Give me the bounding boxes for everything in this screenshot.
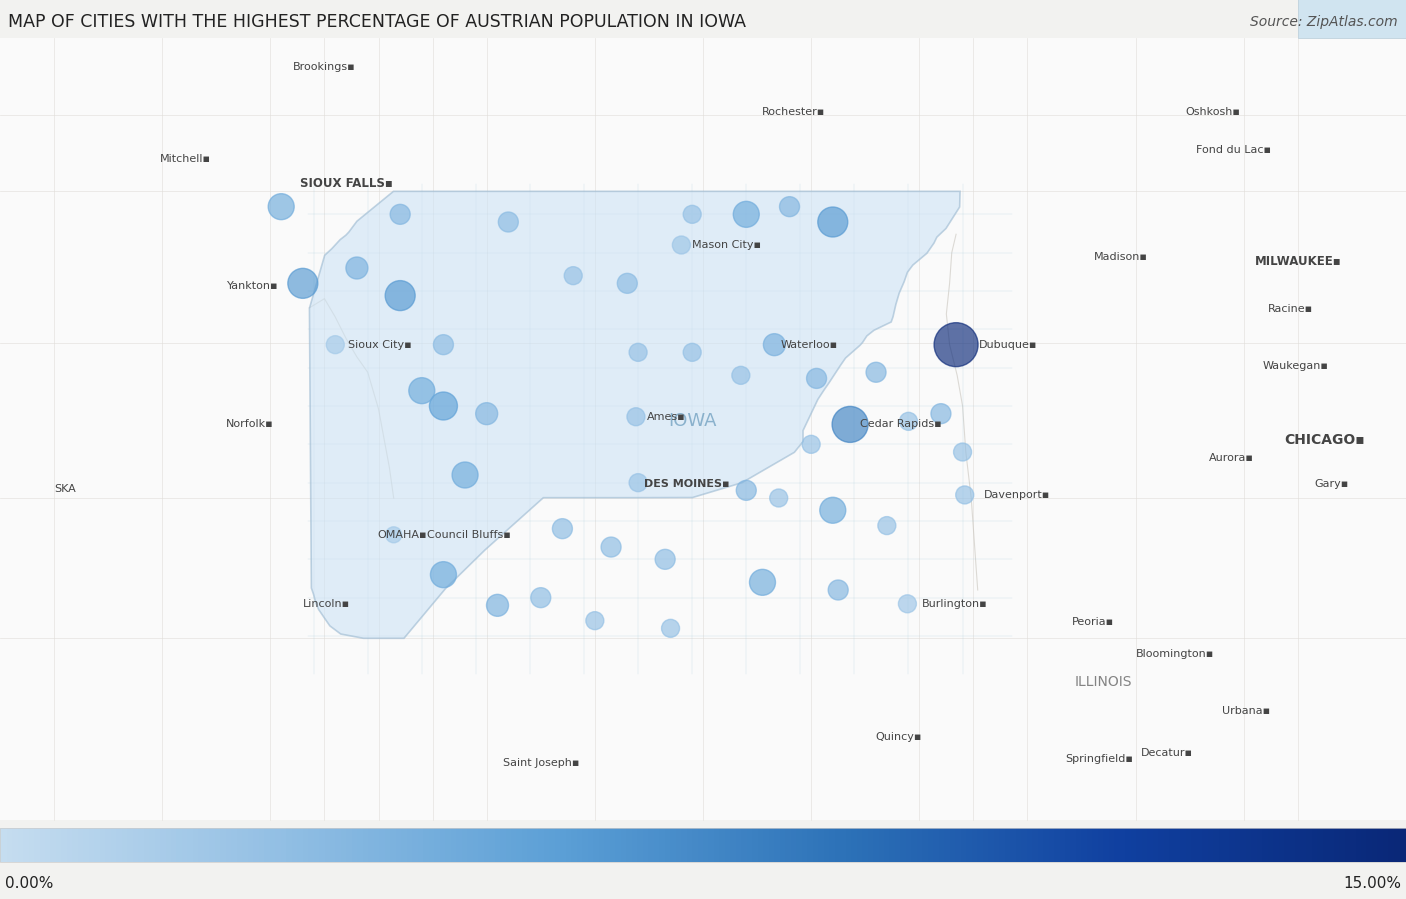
- Text: DES MOINES▪: DES MOINES▪: [644, 479, 730, 489]
- Text: Cedar Rapids▪: Cedar Rapids▪: [860, 420, 942, 430]
- Circle shape: [553, 519, 572, 539]
- Circle shape: [866, 362, 886, 382]
- Circle shape: [326, 335, 344, 353]
- Text: Aurora▪: Aurora▪: [1209, 453, 1254, 463]
- Circle shape: [820, 497, 846, 523]
- Text: Gary▪: Gary▪: [1315, 479, 1348, 489]
- Text: Peoria▪: Peoria▪: [1071, 618, 1114, 628]
- Circle shape: [391, 204, 411, 225]
- Circle shape: [803, 435, 820, 453]
- Text: Lincoln▪: Lincoln▪: [302, 599, 350, 609]
- Circle shape: [662, 619, 679, 637]
- Circle shape: [602, 537, 621, 557]
- Text: 0.00%: 0.00%: [6, 876, 53, 891]
- Text: Source: ZipAtlas.com: Source: ZipAtlas.com: [1250, 15, 1398, 29]
- Text: Quincy▪: Quincy▪: [875, 732, 921, 743]
- Text: ILLINOIS: ILLINOIS: [1074, 675, 1132, 689]
- Text: Brookings▪: Brookings▪: [292, 62, 356, 72]
- Circle shape: [288, 268, 318, 298]
- Text: SIOUX FALLS▪: SIOUX FALLS▪: [299, 177, 392, 191]
- Text: OMAHA▪: OMAHA▪: [377, 530, 427, 539]
- Circle shape: [953, 443, 972, 461]
- Circle shape: [734, 201, 759, 227]
- Polygon shape: [309, 191, 960, 638]
- Circle shape: [385, 280, 415, 310]
- Circle shape: [832, 406, 868, 442]
- Text: Yankton▪: Yankton▪: [228, 281, 278, 291]
- Circle shape: [769, 489, 787, 507]
- Circle shape: [498, 212, 519, 232]
- Text: Waukegan▪: Waukegan▪: [1263, 361, 1329, 371]
- Circle shape: [898, 595, 917, 613]
- Circle shape: [628, 343, 647, 361]
- Text: Oshkosh▪: Oshkosh▪: [1185, 107, 1240, 117]
- Text: Council Bluffs▪: Council Bluffs▪: [427, 530, 510, 539]
- Text: IOWA: IOWA: [668, 413, 717, 431]
- Bar: [0, 38, 1406, 820]
- Text: Springfield▪: Springfield▪: [1066, 753, 1133, 763]
- Circle shape: [627, 408, 645, 426]
- Circle shape: [672, 236, 690, 254]
- Circle shape: [617, 273, 637, 293]
- Circle shape: [749, 569, 776, 595]
- Text: Norfolk▪: Norfolk▪: [226, 420, 274, 430]
- Text: Saint Joseph▪: Saint Joseph▪: [503, 758, 579, 769]
- Circle shape: [934, 323, 979, 367]
- Text: Decatur▪: Decatur▪: [1142, 748, 1194, 758]
- Circle shape: [828, 580, 848, 600]
- Circle shape: [564, 267, 582, 285]
- Circle shape: [807, 369, 827, 388]
- Text: SKA: SKA: [53, 484, 76, 494]
- Text: Burlington▪: Burlington▪: [921, 599, 987, 609]
- Circle shape: [346, 257, 368, 279]
- Text: Sioux City▪: Sioux City▪: [349, 340, 412, 350]
- Text: Mason City▪: Mason City▪: [692, 240, 761, 250]
- Text: CHICAGO▪: CHICAGO▪: [1284, 432, 1364, 447]
- Circle shape: [269, 193, 294, 219]
- Text: 15.00%: 15.00%: [1343, 876, 1400, 891]
- Bar: [1298, 0, 1406, 38]
- Text: Dubuque▪: Dubuque▪: [979, 340, 1038, 350]
- Circle shape: [956, 486, 974, 504]
- Circle shape: [763, 334, 786, 356]
- Text: Madison▪: Madison▪: [1094, 253, 1147, 263]
- Circle shape: [409, 378, 434, 404]
- Text: Fond du Lac▪: Fond du Lac▪: [1197, 145, 1271, 155]
- Text: Waterloo▪: Waterloo▪: [780, 340, 838, 350]
- Circle shape: [430, 562, 457, 588]
- Circle shape: [433, 334, 453, 355]
- Text: Ames▪: Ames▪: [647, 412, 685, 422]
- Text: Racine▪: Racine▪: [1268, 305, 1313, 315]
- Circle shape: [683, 205, 702, 223]
- Text: Mitchell▪: Mitchell▪: [160, 154, 211, 165]
- Text: Rochester▪: Rochester▪: [762, 107, 825, 117]
- Circle shape: [737, 480, 756, 501]
- Bar: [0, 828, 1406, 862]
- Circle shape: [877, 517, 896, 535]
- Circle shape: [531, 588, 551, 608]
- Circle shape: [655, 549, 675, 569]
- Circle shape: [486, 594, 509, 617]
- Circle shape: [429, 392, 457, 420]
- Circle shape: [453, 462, 478, 488]
- Text: MILWAUKEE▪: MILWAUKEE▪: [1254, 255, 1341, 269]
- Circle shape: [900, 413, 918, 431]
- Text: Davenport▪: Davenport▪: [984, 490, 1050, 500]
- Text: Bloomington▪: Bloomington▪: [1136, 649, 1213, 659]
- Text: Urbana▪: Urbana▪: [1222, 706, 1270, 717]
- Circle shape: [818, 207, 848, 237]
- Circle shape: [628, 474, 647, 492]
- Circle shape: [683, 343, 702, 361]
- Circle shape: [586, 611, 603, 629]
- Circle shape: [475, 403, 498, 424]
- Circle shape: [931, 404, 950, 423]
- Text: MAP OF CITIES WITH THE HIGHEST PERCENTAGE OF AUSTRIAN POPULATION IN IOWA: MAP OF CITIES WITH THE HIGHEST PERCENTAG…: [8, 13, 747, 31]
- Circle shape: [385, 527, 402, 543]
- Circle shape: [733, 366, 749, 385]
- Circle shape: [779, 197, 800, 217]
